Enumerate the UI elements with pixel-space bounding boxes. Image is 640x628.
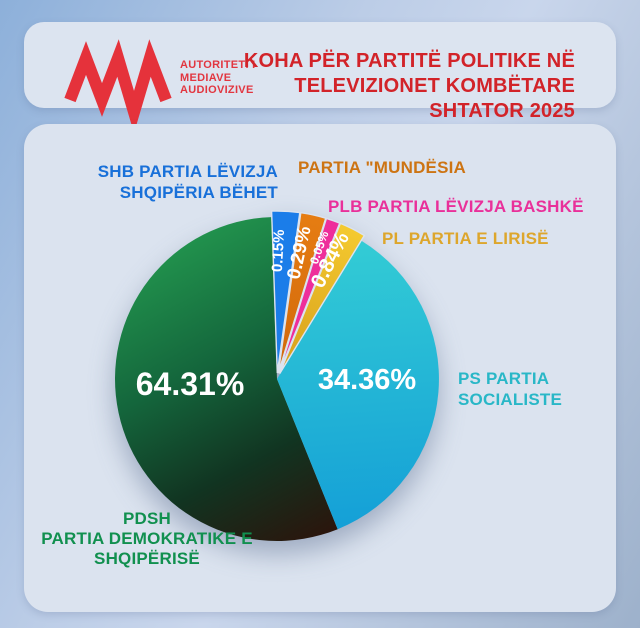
org-name: AUTORITETI I MEDIAVE AUDIOVIZIVE [180,59,256,97]
legend-label-line: PDSH [122,509,172,528]
legend-label-line: PARTIA DEMOKRATIKE E [41,529,253,548]
pie-label-shb-pct: 0.15% [269,229,288,272]
ama-logo-icon [64,39,172,134]
legend-label-line: PL PARTIA E LIRISË [382,229,549,248]
org-name-line: AUTORITETI I [180,59,256,71]
pie-label-ps-pct: 34.36% [318,364,417,396]
header-card: AUTORITETI I MEDIAVE AUDIOVIZIVE KOHA PË… [24,22,616,134]
legend-label-line: SHB PARTIA LËVIZJA [97,162,278,181]
legend-label-mundesia: PARTIA "MUNDËSIA [298,158,466,178]
legend-label-line: PLB PARTIA LËVIZJA BASHKË [328,197,584,216]
legend-label-plb: PLB PARTIA LËVIZJA BASHKË [328,197,584,217]
org-name-line: MEDIAVE [180,71,232,84]
title-line: SHTATOR 2025 [429,100,575,122]
pie-label-pdsh-pct: 64.31% [136,366,245,402]
title-line: TELEVIZIONET KOMBËTARE [294,75,575,97]
legend-label-line: SOCIALISTE [458,390,563,409]
pie-slice-pl [279,222,366,374]
legend-label-line: PARTIA "MUNDËSIA [298,158,467,177]
pie-slice-plb [278,217,341,374]
title-line: KOHA PËR PARTITË POLITIKE NË [243,50,575,72]
legend-label-line: PS PARTIA [458,369,550,388]
pie-slice-shb [270,210,301,374]
legend-label-line: SHQIPËRISË [94,549,200,568]
pie-slice-mundesia [277,211,327,374]
legend-label-ps: PS PARTIA SOCIALISTE [458,368,562,410]
legend-label-pdsh: PDSH PARTIA DEMOKRATIKE E SHQIPËRISË [27,509,267,569]
legend-label-pl: PL PARTIA E LIRISË [382,229,549,249]
legend-label-line: SHQIPËRIA BËHET [119,183,278,202]
legend-label-shb: SHB PARTIA LËVIZJA SHQIPËRIA BËHET [98,161,278,203]
page-title: KOHA PËR PARTITË POLITIKE NË TELEVIZIONE… [244,49,575,124]
org-name-line: AUDIOVIZIVE [180,84,254,96]
pie-slice-pdsh [115,217,338,541]
